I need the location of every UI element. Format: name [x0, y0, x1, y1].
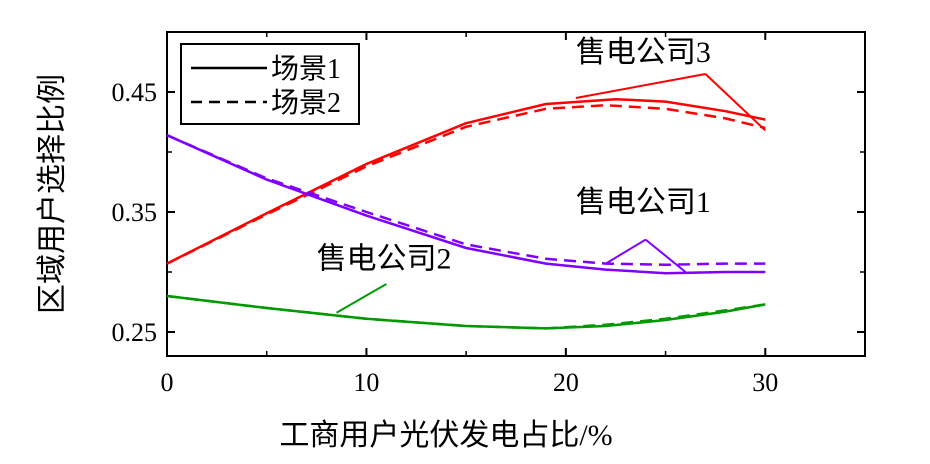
legend-label-scenario2: 场景2: [271, 88, 341, 119]
series-line-1: [166, 103, 766, 265]
series-line-0: [166, 97, 766, 265]
annotation-label-0: 售电公司3: [576, 36, 711, 69]
x-tick-label: 0: [161, 368, 174, 397]
plot-border: [166, 31, 866, 357]
x-tick-label: 30: [752, 368, 778, 397]
series-line-3: [166, 134, 766, 267]
annotation-layer: 售电公司3 售电公司1 售电公司2: [317, 36, 766, 314]
annotation-pointer: [644, 238, 687, 273]
y-tick-label: 0.25: [112, 318, 158, 347]
annotation-label-2: 售电公司2: [317, 242, 452, 275]
plot-frame: [166, 31, 866, 357]
legend-box: [180, 43, 360, 125]
annotation-pointer: [605, 238, 647, 265]
annotation-pointer: [704, 73, 766, 132]
annotation-label-1: 售电公司1: [576, 186, 711, 219]
y-axis-label: 区域用户选择比例: [36, 74, 69, 314]
series-layer: [166, 97, 766, 330]
y-tick-label: 0.35: [112, 198, 158, 227]
series-line-5: [166, 294, 766, 330]
x-axis-label: 工商用户光伏发电占比/%: [279, 419, 612, 452]
legend: 场景1 场景2: [180, 43, 360, 125]
y-tick-label: 0.45: [112, 78, 158, 107]
series-line-2: [166, 134, 766, 275]
annotation-pointer: [336, 283, 387, 314]
annotation-pointer: [575, 73, 706, 99]
x-tick-label: 20: [553, 368, 579, 397]
x-tick-label: 10: [353, 368, 379, 397]
legend-label-scenario1: 场景1: [271, 54, 341, 85]
series-line-4: [166, 294, 766, 330]
axis-ticks: 0 10 20 30 0.25 0.35 0.45: [112, 32, 865, 397]
